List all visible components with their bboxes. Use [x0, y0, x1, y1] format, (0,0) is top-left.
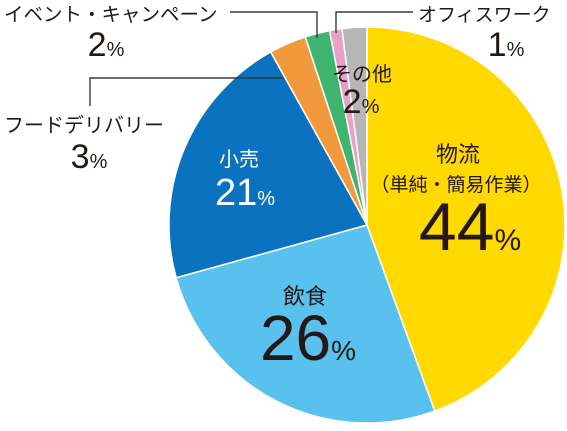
slice-other — [341, 26, 368, 226]
value-other: 2% — [343, 83, 380, 121]
value-number: 44 — [419, 189, 495, 265]
leader-line-office-work — [335, 11, 413, 33]
label-office-work: オフィスワーク — [418, 4, 551, 26]
percent-sign: % — [107, 39, 125, 61]
leader-line-event-campaign — [230, 11, 318, 38]
label-food-service: 飲食 — [283, 285, 327, 310]
value-number: 1 — [488, 26, 507, 64]
value-number: 2 — [343, 83, 362, 121]
value-number: 3 — [71, 138, 90, 176]
value-number: 26 — [260, 302, 331, 374]
value-office-work: 1% — [488, 26, 525, 64]
value-retail: 21% — [215, 172, 275, 214]
label-food-delivery: フードデリバリー — [4, 113, 164, 137]
slice-retail — [168, 51, 368, 279]
percent-sign: % — [90, 151, 108, 173]
leader-line-food-delivery — [89, 77, 284, 106]
value-event-campaign: 2% — [88, 26, 125, 64]
sublabel-logistics: （単純・簡易作業） — [370, 174, 541, 196]
label-other: その他 — [332, 62, 392, 86]
percent-sign: % — [507, 39, 525, 61]
value-number: 2 — [88, 26, 107, 64]
value-number: 21 — [215, 172, 257, 214]
label-retail: 小売 — [219, 147, 259, 171]
slice-logistics — [366, 26, 566, 412]
value-food-delivery: 3% — [71, 138, 108, 176]
label-event-campaign: イベント・キャンペーン — [4, 3, 218, 26]
label-logistics: 物流 — [436, 143, 480, 168]
pie-slices — [168, 26, 566, 424]
percent-sign: % — [257, 188, 275, 210]
slice-food-service — [175, 224, 436, 424]
percent-sign: % — [362, 96, 380, 118]
percent-sign: % — [494, 224, 521, 257]
percent-sign: % — [331, 335, 356, 366]
value-food-service: 26% — [260, 302, 356, 374]
value-logistics: 44% — [419, 189, 521, 265]
